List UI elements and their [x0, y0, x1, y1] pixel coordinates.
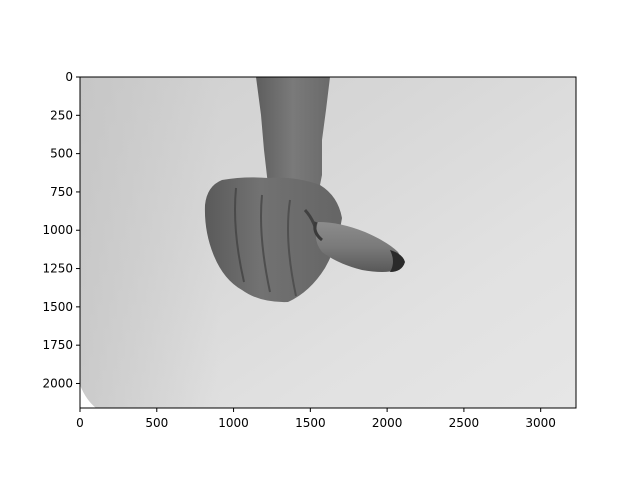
y-tick-label: 750 — [50, 185, 73, 199]
finger-crease-3 — [287, 199, 297, 297]
x-tick-label: 2000 — [372, 416, 403, 430]
wall-left-shade — [80, 77, 220, 408]
finger-crease-1 — [234, 187, 245, 283]
finger-crease-2 — [260, 194, 271, 293]
y-tick-label: 250 — [50, 108, 73, 122]
x-tick-label: 1000 — [218, 416, 249, 430]
thumb-shadow — [313, 221, 323, 242]
y-tick-label: 500 — [50, 147, 73, 161]
x-tick-label: 1500 — [295, 416, 326, 430]
y-tick-label: 0 — [65, 70, 73, 84]
y-tick-label: 1750 — [42, 338, 73, 352]
y-tick-label: 1000 — [42, 223, 73, 237]
thumb-nail — [390, 250, 405, 272]
x-tick-label: 500 — [145, 416, 168, 430]
y-tick-label: 1250 — [42, 262, 73, 276]
x-tick-label: 3000 — [525, 416, 556, 430]
y-tick-label: 2000 — [42, 376, 73, 390]
x-tick-label: 0 — [76, 416, 84, 430]
axes-frame — [79, 76, 577, 409]
y-tick-label: 1500 — [42, 300, 73, 314]
thumb — [315, 222, 401, 272]
photo-image — [80, 77, 576, 408]
x-axis: 0 500 1000 1500 2000 2500 3000 — [76, 408, 556, 430]
corner-light — [80, 385, 96, 408]
fist — [204, 177, 342, 303]
arm — [256, 77, 330, 185]
x-tick-label: 2500 — [449, 416, 480, 430]
y-axis: 0 250 500 750 1000 1250 1500 1750 2000 — [42, 70, 80, 390]
